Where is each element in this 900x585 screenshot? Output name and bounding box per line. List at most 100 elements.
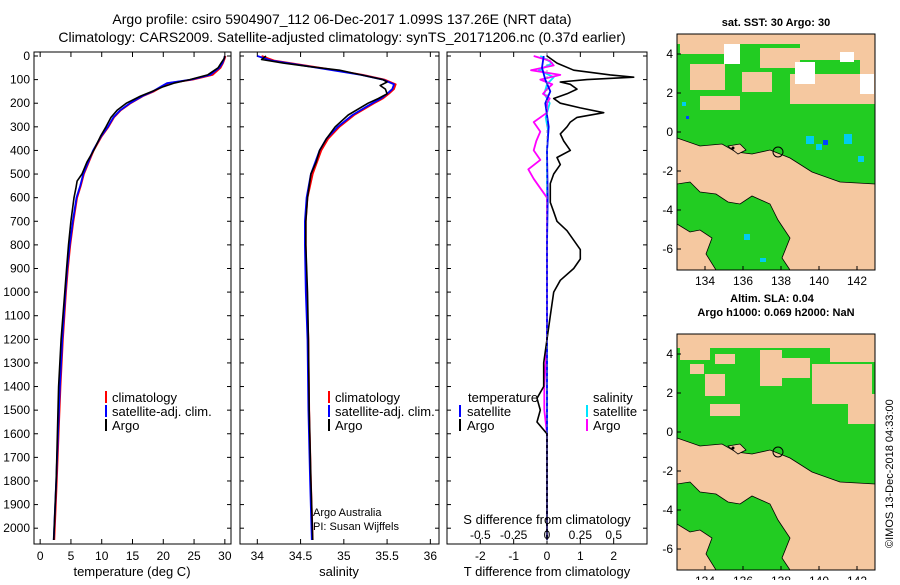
series-line-s-argo: [527, 55, 562, 540]
map-x-tick-label: 138: [771, 274, 791, 288]
temperature-legend: climatology satellite-adj. clim. Argo: [105, 390, 212, 433]
map-land-patch: [800, 40, 875, 60]
x-tick-label: 0: [37, 549, 44, 563]
s-diff-tick-label: 0: [544, 528, 551, 542]
map-land-patch: [760, 350, 782, 386]
diff-legend-s-argo-label: Argo: [593, 418, 620, 433]
map-x-tick-label: 136: [733, 574, 753, 580]
diff-legend-t-sat-label: satellite: [467, 404, 511, 419]
depth-tick-label: 300: [10, 120, 30, 134]
map-island: [727, 143, 747, 155]
map-cloud-patch: [724, 44, 740, 64]
map-y-tick-label: 2: [666, 386, 673, 400]
x-tick-label: 10: [95, 549, 109, 563]
map-x-tick-label: 142: [847, 274, 867, 288]
map-land-patch: [677, 34, 875, 44]
map-profile-marker: [772, 446, 784, 458]
salinity-xlabel: salinity: [319, 564, 359, 579]
depth-tick-label: 1700: [3, 450, 30, 464]
diff-legend-s-sat-label: satellite: [593, 404, 637, 419]
depth-tick-label: 1500: [3, 403, 30, 417]
map-cyan-pixel: [844, 134, 852, 144]
depth-tick-label: 2000: [3, 521, 30, 535]
series-line-t-argo: [536, 55, 635, 540]
map-y-tick-label: 0: [666, 425, 673, 439]
credit-line2: PI: Susan Wijffels: [313, 521, 399, 533]
map-land-patch: [680, 346, 710, 360]
depth-tick-label: 700: [10, 214, 30, 228]
x-tick-label: 36: [424, 549, 438, 563]
depth-tick-label: 1200: [3, 332, 30, 346]
legend-climatology-label: climatology: [112, 390, 178, 405]
map-y-tick-label: -4: [662, 503, 673, 517]
x-tick-label: 35.5: [375, 549, 399, 563]
sst-map: [677, 34, 875, 270]
map-land-patch: [848, 394, 875, 424]
map-new-guinea-land: [677, 137, 875, 270]
series-line-t-satellite: [541, 55, 552, 540]
map-point: [731, 446, 735, 450]
depth-tick-label: 1000: [3, 285, 30, 299]
salinity-panel-frame: [239, 51, 440, 545]
series-line-climatology: [261, 55, 397, 541]
series-line-satellite-adj-clim-: [257, 55, 395, 541]
difference-lines: [527, 52, 635, 544]
s-diff-tick-label: 0.25: [569, 528, 593, 542]
depth-tick-label: 800: [10, 238, 30, 252]
map-land-patch: [742, 72, 772, 92]
map2-title-line2: Argo h1000: 0.069 h2000: NaN: [697, 307, 854, 319]
depth-tick-label: 400: [10, 143, 30, 157]
series-line-climatology: [53, 55, 227, 541]
sal-legend-climatology-label: climatology: [335, 390, 401, 405]
series-line-argo: [52, 55, 226, 541]
map-y-tick-label: -6: [662, 542, 673, 556]
s-difference-ticks: -0.5 -0.25 0 0.25 0.5: [470, 528, 622, 542]
map-land-patch: [780, 358, 810, 378]
map-cape-york-land: [677, 523, 717, 570]
title-line1: Argo profile: csiro 5904907_112 06-Dec-2…: [112, 11, 571, 27]
map-cloud-patch: [840, 52, 854, 62]
map-blue-pixel: [686, 116, 689, 119]
map-y-tick-label: 4: [666, 347, 673, 361]
map2-title-line1: Altim. SLA: 0.04: [730, 293, 815, 305]
map-x-tick-label: 140: [809, 574, 829, 580]
map-land-patch: [715, 354, 735, 364]
diff-legend-t-argo-label: Argo: [467, 418, 494, 433]
map-cyan-pixel: [682, 102, 686, 106]
sal-legend-argo-label: Argo: [335, 418, 362, 433]
map-land-patch: [700, 96, 740, 110]
map-cyan-pixel: [858, 156, 864, 162]
diff-legend-salinity-title: salinity: [593, 390, 633, 405]
difference-xlabel: T difference from climatology: [464, 564, 631, 579]
map-profile-marker: [772, 146, 784, 158]
x-tick-label: 5: [68, 549, 75, 563]
x-tick-label: 0: [544, 549, 551, 563]
s-diff-tick-label: -0.5: [470, 528, 491, 542]
credit-line1: Argo Australia: [313, 507, 382, 519]
depth-tick-label: 1100: [4, 309, 30, 323]
map-x-tick-label: 140: [809, 274, 829, 288]
depth-tick-label: 600: [10, 191, 30, 205]
depth-tick-label: 1800: [3, 474, 30, 488]
x-tick-label: 1: [577, 549, 584, 563]
sst-map-frame: [676, 33, 876, 271]
s-diff-tick-label: 0.5: [605, 528, 622, 542]
map1-title: sat. SST: 30 Argo: 30: [722, 17, 830, 29]
depth-tick-label: 1900: [3, 498, 30, 512]
title-line2: Climatology: CARS2009. Satellite-adjuste…: [58, 29, 625, 45]
depth-tick-label: 1300: [3, 356, 30, 370]
map-x-tick-label: 134: [695, 574, 715, 580]
depth-tick-label: 1600: [3, 427, 30, 441]
s-difference-label: S difference from climatology: [463, 512, 631, 527]
map-cloud-patch: [795, 62, 815, 84]
map-land-patch: [690, 64, 725, 90]
s-diff-tick-label: -0.25: [500, 528, 528, 542]
temperature-xlabel: temperature (deg C): [73, 564, 190, 579]
map-x-tick-label: 136: [733, 274, 753, 288]
map-x-tick-label: 134: [695, 274, 715, 288]
map-blue-pixel: [823, 140, 828, 145]
map-land-patch: [705, 374, 725, 396]
map-cloud-patch: [860, 74, 874, 94]
map-cyan-pixel: [816, 144, 822, 150]
depth-tick-label: 900: [10, 261, 30, 275]
